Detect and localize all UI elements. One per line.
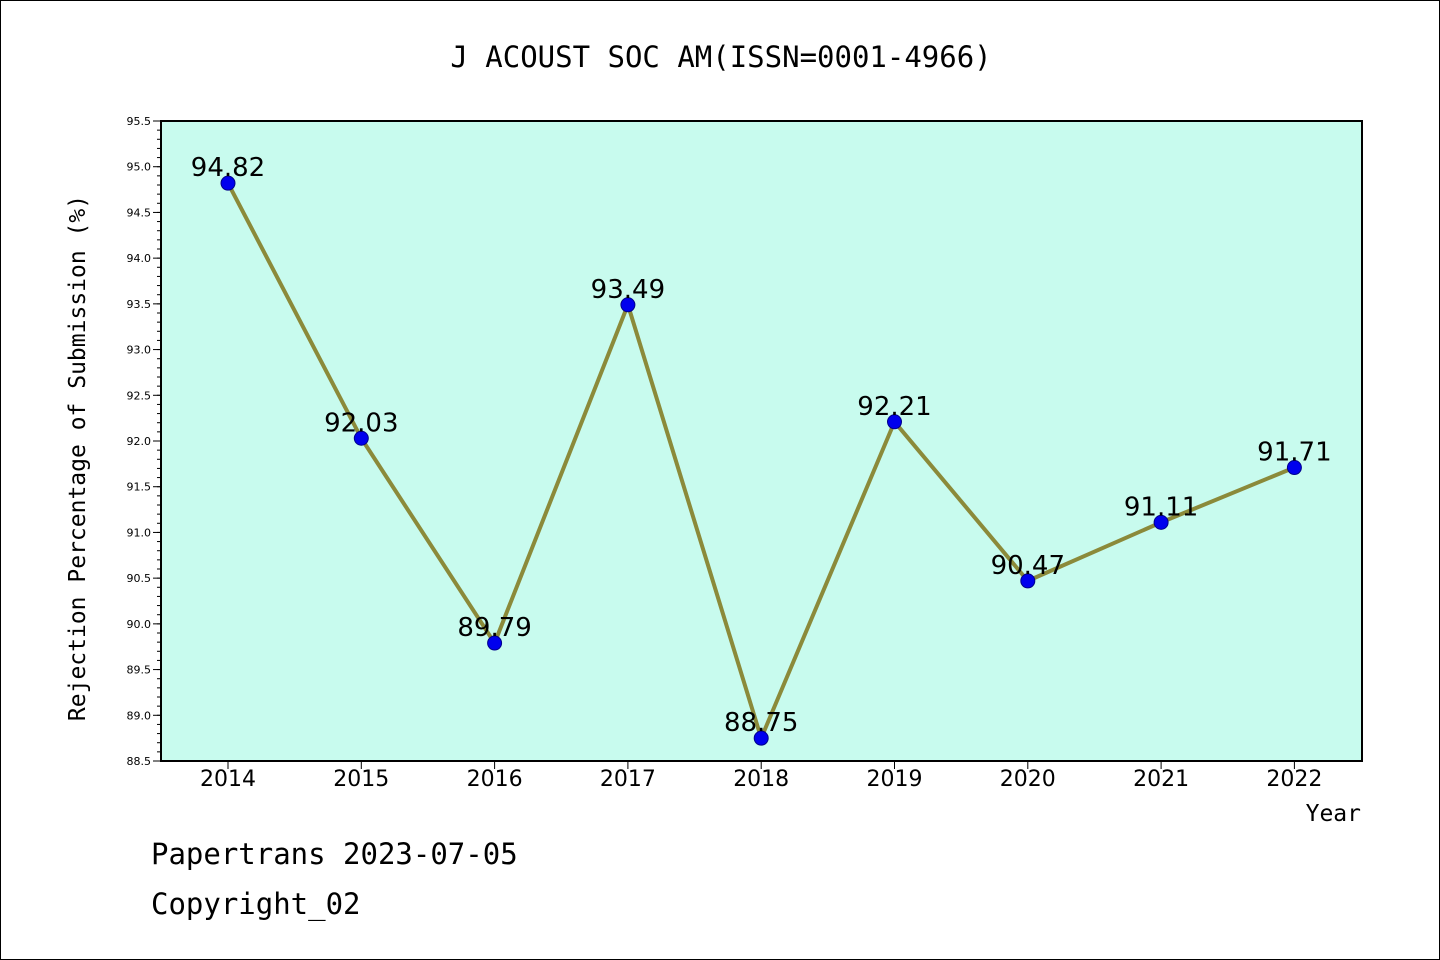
data-label: 91.71 (1257, 438, 1331, 468)
y-tick-label: 95.5 (127, 115, 152, 128)
y-axis-title: Rejection Percentage of Submission (%) (65, 195, 91, 721)
y-tick-label: 94.0 (127, 252, 152, 265)
x-tick-label: 2015 (333, 767, 389, 792)
footer-date-text: Papertrans 2023-07-05 (151, 837, 518, 871)
y-tick-label: 88.5 (127, 755, 152, 768)
y-tick-label: 90.5 (127, 572, 152, 585)
y-tick-label: 93.0 (127, 344, 152, 357)
data-label: 94.82 (191, 153, 265, 183)
data-point-marker (887, 414, 902, 430)
x-tick-label: 2014 (200, 767, 256, 792)
chart-title: J ACOUST SOC AM(ISSN=0001-4966) (450, 40, 991, 74)
data-point-marker (753, 730, 769, 746)
data-point-marker (487, 635, 503, 651)
data-point-marker (620, 297, 636, 313)
data-label: 92.03 (324, 408, 398, 438)
x-axis-title: Year (1306, 801, 1361, 827)
data-label: 89.79 (457, 613, 531, 643)
data-point-marker (1153, 514, 1169, 530)
y-tick-label: 92.0 (127, 435, 152, 448)
data-label: 91.11 (1124, 492, 1198, 522)
x-tick-label: 2017 (600, 767, 656, 792)
y-tick-label: 93.5 (127, 298, 152, 311)
y-tick-label: 92.5 (127, 389, 152, 402)
y-tick-label: 91.5 (127, 481, 152, 494)
data-label: 92.21 (857, 392, 931, 422)
footer-copyright-text: Copyright_02 (151, 887, 361, 921)
x-tick-label: 2020 (1000, 767, 1056, 792)
data-label: 93.49 (591, 275, 665, 305)
data-label: 90.47 (991, 551, 1065, 581)
x-tick-label: 2019 (867, 767, 923, 792)
x-tick-label: 2022 (1266, 767, 1322, 792)
x-tick-label: 2016 (467, 767, 523, 792)
x-tick-label: 2018 (733, 767, 789, 792)
data-point-marker (1020, 573, 1036, 589)
y-tick-label: 90.0 (127, 618, 152, 631)
y-axis: 88.5 89.0 89.5 90.0 90.5 91.0 91.5 92.0 92.5 93.0… (127, 115, 161, 768)
data-point-marker (220, 175, 236, 191)
y-tick-label: 94.5 (127, 206, 152, 219)
y-tick-label: 89.0 (127, 709, 152, 722)
y-tick-label: 95.0 (127, 161, 152, 174)
data-point-marker (1286, 460, 1302, 476)
x-axis: 2014 2015 2016 2017 2018 2019 2020 2021 2022 (200, 761, 1322, 792)
data-label: 88.75 (724, 708, 798, 738)
y-tick-label: 91.0 (127, 526, 152, 539)
data-point-marker (353, 430, 369, 446)
series-layer: 94.82 92.03 89.79 93.49 88.75 92.21 90.47 91.11… (191, 153, 1332, 746)
plot-area (160, 120, 1363, 762)
y-tick-label: 89.5 (127, 664, 152, 677)
x-tick-label: 2021 (1133, 767, 1189, 792)
